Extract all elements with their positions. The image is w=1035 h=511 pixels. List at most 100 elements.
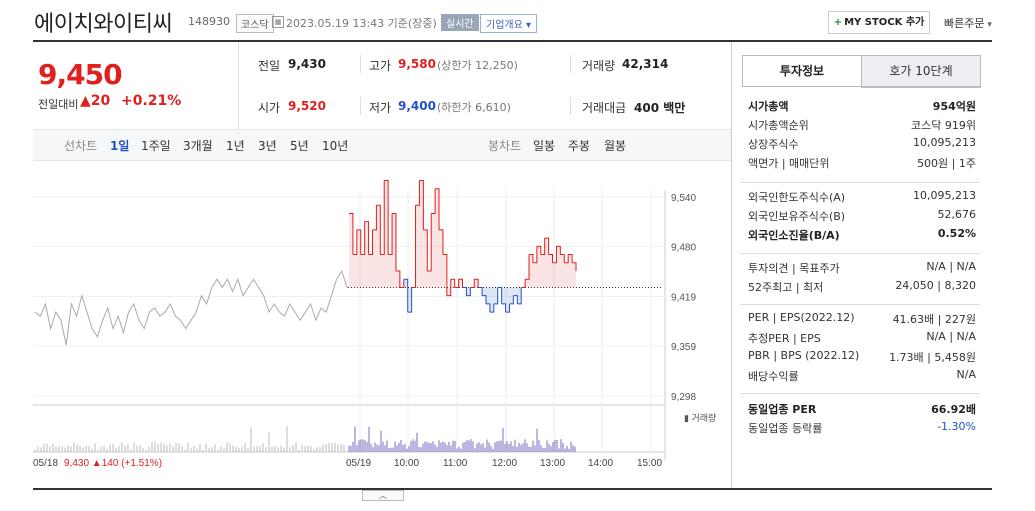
info-label: 액면가 | 매매단위 xyxy=(748,157,830,170)
period-10y[interactable]: 10년 xyxy=(322,139,349,153)
high-value: 9,580 xyxy=(398,57,436,71)
price-segment xyxy=(509,295,514,305)
candle-weekly[interactable]: 주봉 xyxy=(568,139,591,153)
open-label: 시가 xyxy=(258,101,281,115)
price-segment xyxy=(411,205,417,288)
company-info-button[interactable]: 기업개요 ▾ xyxy=(480,14,538,33)
prev-day-note: 9,430 ▲140 (+1.51%) xyxy=(64,458,162,469)
area-segment xyxy=(407,287,412,313)
area-segment xyxy=(470,279,475,288)
info-value: 10,095,213 xyxy=(913,136,976,149)
area-segment xyxy=(458,279,463,288)
price-segment xyxy=(435,188,440,230)
high-label: 고가 xyxy=(369,59,392,73)
area-segment xyxy=(376,205,381,288)
live-button[interactable]: 실시간 xyxy=(441,14,479,31)
x-tick-label: 13:00 xyxy=(540,458,565,469)
price-segment xyxy=(466,287,471,297)
area-segment xyxy=(474,279,479,288)
info-label: 상장주식수 xyxy=(748,138,799,151)
current-price: 9,450 xyxy=(38,58,123,91)
price-segment xyxy=(384,180,389,255)
info-value: N/A | N/A xyxy=(926,260,976,273)
period-3y[interactable]: 3년 xyxy=(258,139,277,153)
price-segment xyxy=(556,245,561,255)
area-segment xyxy=(427,213,432,288)
area-segment xyxy=(450,279,455,288)
price-segment xyxy=(529,254,534,263)
price-segment xyxy=(552,246,557,264)
info-value: 52,676 xyxy=(937,208,977,221)
candle-monthly[interactable]: 월봉 xyxy=(604,139,627,153)
info-value: 66.92배 xyxy=(931,403,976,416)
area-segment xyxy=(552,246,557,288)
price-segment xyxy=(450,278,456,288)
price-segment xyxy=(564,254,569,264)
period-1y[interactable]: 1년 xyxy=(226,139,245,153)
divider xyxy=(238,42,239,129)
y-tick-label: 9,540 xyxy=(671,193,696,204)
price-chart[interactable]: 9,540 9,480 9,419 9,359 9,298 ▮ 거래량 05/18 05/19… xyxy=(33,160,731,490)
price-segment xyxy=(415,180,420,206)
candle-daily[interactable]: 일봉 xyxy=(533,139,556,153)
x-tick-label: 05/18 xyxy=(33,458,58,469)
x-tick-label: 15:00 xyxy=(637,458,662,469)
info-label: 추정PER | EPS xyxy=(748,332,821,345)
info-label: 52주최고 | 최저 xyxy=(748,281,824,294)
lower-limit: (하한가 6,610) xyxy=(437,101,511,114)
open-value: 9,520 xyxy=(288,99,326,113)
area-segment xyxy=(521,279,526,288)
price-segment xyxy=(388,213,393,256)
my-stock-add-button[interactable]: + MY STOCK 추가 xyxy=(828,11,930,34)
price-segment xyxy=(568,254,573,263)
info-value: 10,095,213 xyxy=(913,189,976,202)
divider xyxy=(570,97,571,115)
period-5y[interactable]: 5년 xyxy=(290,139,309,153)
area-segment xyxy=(419,180,424,288)
price-segment xyxy=(360,221,366,256)
prev-close-value: 9,430 xyxy=(288,57,326,71)
area-segment xyxy=(435,188,440,288)
info-label: 동일업종 PER xyxy=(748,403,817,416)
area-segment xyxy=(509,287,514,304)
x-tick-label: 11:00 xyxy=(443,458,468,469)
chevron-down-icon: ▾ xyxy=(522,20,532,31)
price-segment xyxy=(368,229,373,256)
area-segment xyxy=(556,246,561,288)
up-triangle-icon: ▲ xyxy=(80,93,91,109)
price-segment xyxy=(517,287,522,305)
price-segment xyxy=(439,229,444,255)
area-segment xyxy=(548,254,553,288)
area-segment xyxy=(399,279,404,288)
tab-hoga-10[interactable]: 호가 10단계 xyxy=(861,55,981,88)
area-segment xyxy=(364,221,369,288)
collapse-handle[interactable]: ︿ xyxy=(362,490,404,501)
market-badge: 코스닥 xyxy=(236,14,274,33)
area-segment xyxy=(431,188,436,288)
price-segment xyxy=(501,303,507,313)
volume-label: 거래량 xyxy=(582,59,616,73)
info-panel xyxy=(731,42,993,490)
price-segment xyxy=(572,262,577,272)
info-label: PER | EPS(2022.12) xyxy=(748,311,855,324)
prev-close-label: 전일 xyxy=(258,59,281,73)
change-value: 20 xyxy=(90,93,111,109)
section-divider xyxy=(740,182,980,183)
calendar-icon: ▦ xyxy=(272,16,284,28)
period-3m[interactable]: 3개월 xyxy=(183,139,213,153)
area-segment xyxy=(372,205,377,288)
period-1d[interactable]: 1일 xyxy=(110,139,130,153)
divider xyxy=(360,55,361,73)
info-value: 500원 | 1주 xyxy=(917,157,976,170)
tab-invest-info[interactable]: 투자정보 xyxy=(742,55,862,87)
price-segment xyxy=(489,303,495,313)
price-segment xyxy=(395,270,401,288)
quick-order-button[interactable]: 빠른주문 ▾ xyxy=(944,15,992,31)
area-segment xyxy=(505,287,510,313)
info-label: 동일업종 등락률 xyxy=(748,422,823,435)
period-1w[interactable]: 1주일 xyxy=(141,139,171,153)
y-tick-label: 9,298 xyxy=(671,392,696,403)
info-label: 외국인소진율(B/A) xyxy=(748,229,840,242)
price-segment xyxy=(544,237,550,255)
area-segment xyxy=(525,254,530,288)
